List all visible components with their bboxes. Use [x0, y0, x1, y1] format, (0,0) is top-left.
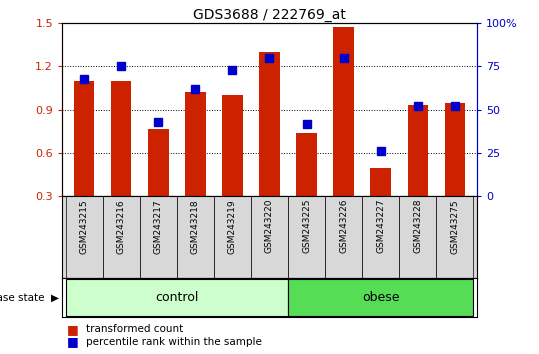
Bar: [334, 27, 354, 196]
Text: GSM243275: GSM243275: [450, 199, 459, 253]
Text: GSM243226: GSM243226: [339, 199, 348, 253]
Bar: [140, 196, 177, 278]
Bar: [445, 103, 465, 196]
Bar: [399, 196, 436, 278]
Bar: [407, 105, 428, 196]
Bar: [325, 196, 362, 278]
Bar: [214, 196, 251, 278]
Bar: [177, 196, 214, 278]
Bar: [111, 81, 132, 196]
Bar: [251, 196, 288, 278]
Bar: [148, 129, 169, 196]
Bar: [436, 196, 473, 278]
Bar: [288, 196, 325, 278]
Title: GDS3688 / 222769_at: GDS3688 / 222769_at: [193, 8, 346, 22]
Text: percentile rank within the sample: percentile rank within the sample: [86, 337, 262, 347]
Text: disease state  ▶: disease state ▶: [0, 292, 59, 302]
Bar: [103, 196, 140, 278]
Text: GSM243220: GSM243220: [265, 199, 274, 253]
Bar: [66, 196, 103, 278]
Text: GSM243219: GSM243219: [228, 199, 237, 253]
Text: GSM243218: GSM243218: [191, 199, 200, 253]
Bar: [288, 279, 473, 316]
Text: transformed count: transformed count: [86, 324, 183, 334]
Text: GSM243228: GSM243228: [413, 199, 422, 253]
Text: obese: obese: [362, 291, 399, 304]
Text: ■: ■: [67, 323, 79, 336]
Bar: [222, 95, 243, 196]
Bar: [185, 92, 205, 196]
Bar: [370, 167, 391, 196]
Text: GSM243217: GSM243217: [154, 199, 163, 253]
Text: GSM243215: GSM243215: [80, 199, 89, 253]
Text: GSM243216: GSM243216: [117, 199, 126, 253]
Bar: [66, 279, 288, 316]
Text: GSM243225: GSM243225: [302, 199, 311, 253]
Bar: [296, 133, 317, 196]
Text: ■: ■: [67, 335, 79, 348]
Text: GSM243227: GSM243227: [376, 199, 385, 253]
Bar: [362, 196, 399, 278]
Bar: [259, 52, 280, 196]
Bar: [74, 81, 94, 196]
Text: control: control: [155, 291, 198, 304]
